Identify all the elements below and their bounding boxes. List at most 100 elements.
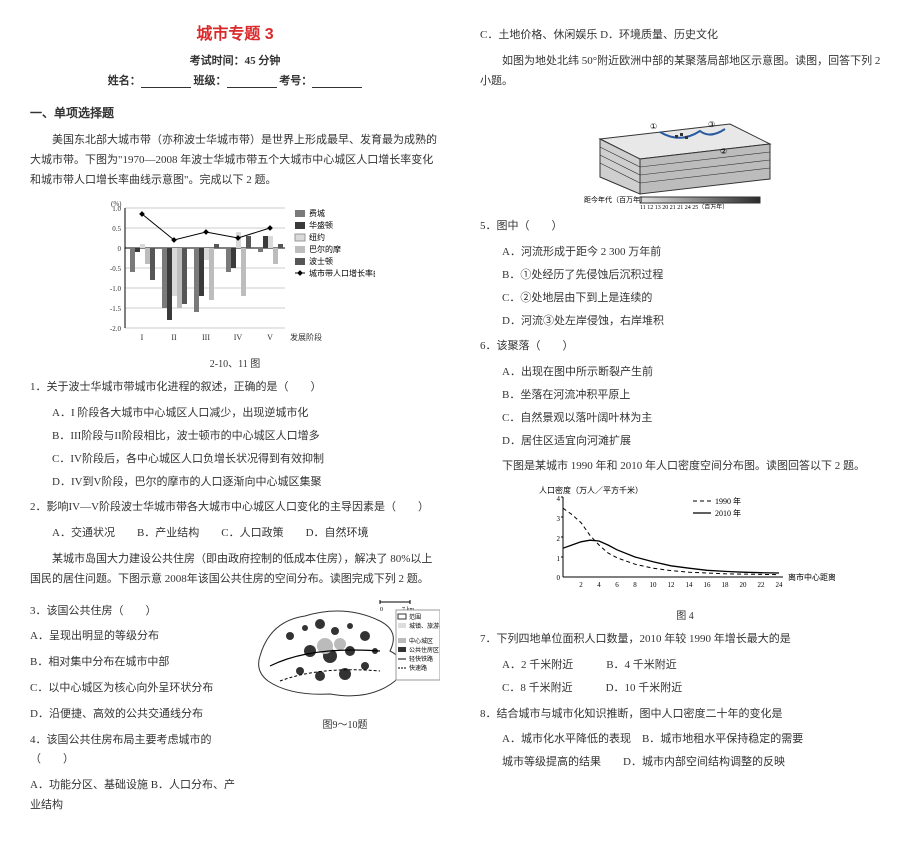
q4-stem: 4．该国公共住房布局主要考虑城市的（ ）	[30, 731, 242, 771]
chart2-xlabel: 离市中心距离（千米）	[788, 572, 835, 582]
q2-stem: 2．影响IV—V阶段波士华城市带各大城市中心城区人口变化的主导因素是（ ）	[30, 498, 440, 518]
map-legend: 公共住房区	[409, 646, 439, 654]
chart2-ylabel: 人口密度（万人／平方千米）	[539, 485, 643, 495]
q5-A: A．河流形成于距今 2 300 万年前	[480, 243, 890, 263]
q4-C: C．土地价格、休闲娱乐 D．环境质量、历史文化	[480, 26, 890, 46]
x-tick: III	[202, 333, 210, 342]
map-caption: 图9～10题	[250, 716, 440, 731]
q1-C: C．IV阶段后，各中心城区人口负增长状况得到有效抑制	[30, 450, 440, 470]
x-tick: I	[141, 333, 144, 342]
legend-item: 巴尔的摩	[309, 244, 341, 254]
x-tick: 6	[615, 581, 619, 589]
q1-D: D．IV到V阶段，巴尔的摩市的人口逐渐向中心城区集聚	[30, 473, 440, 493]
name-label: 姓名：	[108, 75, 141, 87]
q8-stem: 8．结合城市与城市化知识推断，图中人口密度二十年的变化是	[480, 705, 890, 725]
legend-item: 波士顿	[309, 256, 333, 266]
y-tick: 1	[557, 555, 561, 563]
y-tick: -1.5	[110, 305, 122, 313]
x-tick: II	[171, 333, 177, 342]
chart-2: 人口密度（万人／平方千米） 4 3 2 1 0 2	[480, 485, 890, 622]
map-legend: 城镇、旅游、购物区	[409, 622, 440, 630]
y-tick: 0	[118, 245, 122, 253]
x-tick: 14	[686, 581, 694, 589]
x-tick: 2	[579, 581, 583, 589]
x-tick: V	[267, 333, 273, 342]
intro-4: 下图是某城市 1990 年和 2010 年人口密度空间分布图。读图回答以下 2 …	[480, 457, 890, 477]
chart1-caption: 2-10、11 图	[30, 355, 440, 370]
x-tick: 24	[776, 581, 784, 589]
q3-B: B．相对集中分布在城市中部	[30, 653, 242, 673]
x-tick: 22	[758, 581, 766, 589]
map-legend: 快速路	[409, 664, 427, 672]
q1-A: A．I 阶段各大城市中心城区人口减少，出现逆城市化	[30, 404, 440, 424]
y-tick: -2.0	[110, 325, 122, 333]
q8-A: A．城市化水平降低的表现 B．城市地租水平保持稳定的需要	[480, 730, 890, 750]
q8-C: 城市等级提高的结果 D．城市内部空间结构调整的反映	[480, 753, 890, 773]
y-tick: -1.0	[110, 285, 122, 293]
x-tick: 10	[650, 581, 658, 589]
svg-text:③: ③	[708, 120, 715, 129]
legend-item: 华盛顿	[309, 220, 333, 230]
intro-3: 如图为地处北纬 50°附近欧洲中部的某聚落局部地区示意图。读图，回答下列 2 小…	[480, 52, 890, 92]
q5-stem: 5．图中（ ）	[480, 217, 890, 237]
legend-item: 纽约	[309, 232, 325, 242]
q6-A: A．出现在图中所示断裂产生前	[480, 363, 890, 383]
map-figure: 07 km 范围 城镇、旅游、购物区 中心城区 公共住房区 轻快铁路 快速路 图…	[250, 596, 440, 731]
q5-D: D．河流③处左岸侵蚀，右岸堆积	[480, 312, 890, 332]
q1-stem: 1．关于波士华城市带城市化进程的叙述，正确的是（ ）	[30, 378, 440, 398]
q3-C: C．以中心城区为核心向外呈环状分布	[30, 679, 242, 699]
y-label: (%)	[111, 200, 122, 208]
q3-stem: 3．该国公共住房（ ）	[30, 602, 242, 622]
y-tick: 4	[557, 495, 561, 503]
q7-C: C．8 千米附近 D．10 千米附近	[480, 679, 890, 699]
q6-C: C．自然景观以落叶阔叶林为主	[480, 409, 890, 429]
q5-B: B．①处经历了先侵蚀后沉积过程	[480, 266, 890, 286]
map-legend: 中心城区	[409, 637, 433, 645]
q6-stem: 6．该聚落（ ）	[480, 337, 890, 357]
svg-text:0: 0	[380, 607, 383, 613]
x-tick: 8	[633, 581, 637, 589]
chart2-caption: 图 4	[480, 607, 890, 622]
y-tick: 0.5	[112, 225, 121, 233]
x-tick: 12	[668, 581, 676, 589]
intro-2: 某城市岛国大力建设公共住房（即由政府控制的低成本住房），解决了 80%以上国民的…	[30, 550, 440, 590]
q4-A: A．功能分区、基础设施 B．人口分布、产业结构	[30, 776, 242, 816]
y-tick: 2	[557, 535, 561, 543]
legend-2010: 2010 年	[715, 508, 741, 518]
legend-item: 城市带人口增长率曲线	[309, 268, 375, 278]
y-tick: -0.5	[110, 265, 122, 273]
svg-text:②: ②	[720, 147, 727, 156]
class-label: 班级：	[194, 75, 227, 87]
q6-B: B．坐落在河流冲积平原上	[480, 386, 890, 406]
block-diagram: ① ② ③ 距今年代（百万年） 11 12 13 20 21 21 24 25（…	[480, 99, 890, 209]
doc-title: 城市专题 3	[30, 20, 440, 44]
x-tick: 16	[704, 581, 712, 589]
q2-opts: A．交通状况 B．产业结构 C．人口政策 D．自然环境	[30, 524, 440, 544]
legend-1990: 1990 年	[715, 496, 741, 506]
map-legend: 范围	[409, 613, 421, 621]
x-tick: 20	[740, 581, 748, 589]
intro-1: 美国东北部大城市带（亦称波士华城市带）是世界上形成最早、发育最为成熟的大城市带。…	[30, 131, 440, 190]
q6-D: D．居住区适宜向河滩扩展	[480, 432, 890, 452]
legend-item: 费城	[309, 208, 325, 218]
chart-1: 1.0 0.5 0 -0.5 -1.0 -1.5 -2.0 (%)	[30, 198, 440, 370]
id-label: 考号：	[279, 75, 312, 87]
x-tick: 18	[722, 581, 730, 589]
y-tick: 0	[557, 574, 561, 582]
exam-time: 考试时间：45 分钟	[30, 52, 440, 68]
map-legend: 轻快铁路	[409, 655, 433, 663]
q7-stem: 7．下列四地单位面积人口数量，2010 年较 1990 年增长最大的是	[480, 630, 890, 650]
x-tick: IV	[234, 333, 243, 342]
block-legend-vals: 11 12 13 20 21 21 24 25（百万年）	[640, 203, 728, 209]
q3-A: A．呈现出明显的等级分布	[30, 627, 242, 647]
q1-B: B．III阶段与II阶段相比，波士顿市的中心城区人口增多	[30, 427, 440, 447]
svg-text:①: ①	[650, 122, 657, 131]
q7-A: A．2 千米附近 B．4 千米附近	[480, 656, 890, 676]
section-1-title: 一、单项选择题	[30, 104, 440, 121]
x-axis-label: 发展阶段	[290, 332, 322, 342]
info-line: 姓名： 班级： 考号：	[30, 72, 440, 88]
x-tick: 4	[597, 581, 601, 589]
q5-C: C．②处地层由下到上是连续的	[480, 289, 890, 309]
block-legend-title: 距今年代（百万年）	[584, 195, 647, 204]
y-tick: 3	[557, 515, 561, 523]
